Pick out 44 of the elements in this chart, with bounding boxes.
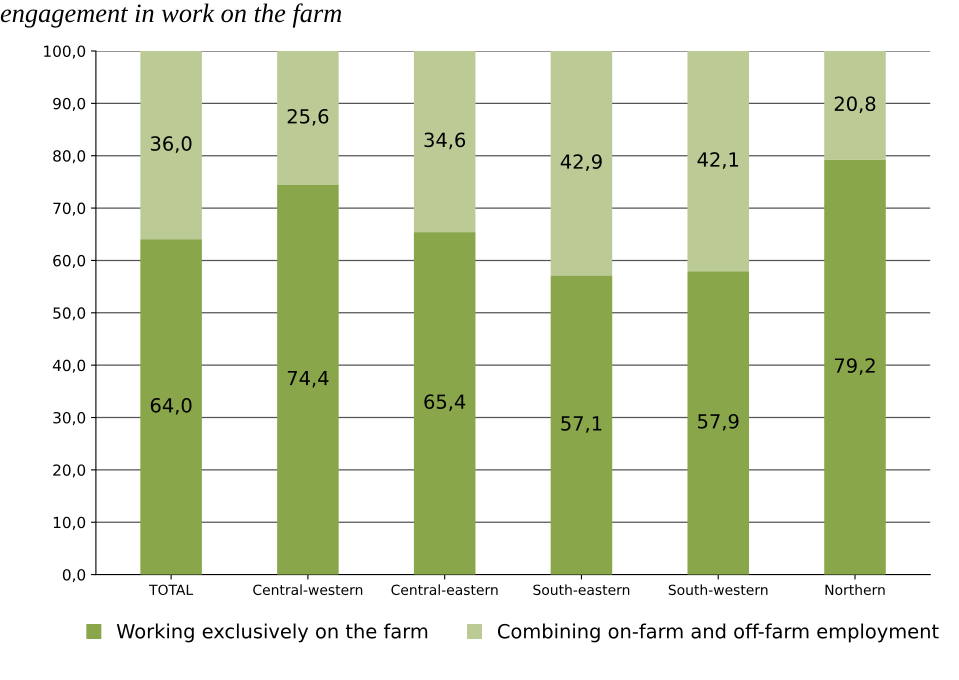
y-tick-label: 20,0: [53, 464, 86, 478]
bar: [687, 271, 750, 575]
bar: [140, 239, 202, 575]
data-label: 42,1: [698, 152, 738, 169]
y-tick-label: 0,0: [62, 569, 86, 582]
y-tick-label: 70,0: [53, 202, 86, 216]
data-label: 65,4: [424, 394, 466, 412]
x-tick-label: Northern: [826, 584, 885, 596]
y-tick-label: 30,0: [53, 412, 86, 426]
x-tick-label: Central-western: [253, 584, 362, 596]
y-tick-label: 40,0: [52, 360, 86, 373]
data-label: 57,9: [698, 414, 739, 431]
bar: [824, 160, 886, 575]
bar: [550, 276, 612, 575]
bar: [277, 185, 339, 575]
data-label: 64,0: [150, 398, 192, 415]
data-label: 74,4: [288, 371, 328, 388]
data-label: 42,9: [560, 154, 602, 171]
legend-label: Combining on-farm and off-farm employment: [498, 624, 939, 642]
x-tick-label: Central-eastern: [391, 584, 498, 596]
bar: [824, 51, 886, 160]
legend-label: Working exclusively on the farm: [116, 624, 428, 642]
bar: [414, 51, 476, 232]
data-label: 79,2: [834, 358, 875, 375]
data-label: 25,6: [288, 108, 328, 126]
bar: [140, 51, 202, 240]
x-tick-label: South-western: [668, 584, 768, 596]
y-tick-label: 10,0: [54, 516, 86, 530]
y-tick-label: 50,0: [53, 307, 86, 320]
data-label: 57,1: [561, 416, 602, 433]
y-tick-label: 100,0: [44, 45, 86, 59]
chart-title: engagement in work on the farm: [0, 3, 342, 28]
bar: [414, 232, 476, 575]
bar: [687, 51, 750, 272]
bar: [550, 51, 612, 276]
data-label: 20,8: [834, 96, 876, 114]
x-tick-label: TOTAL: [149, 584, 194, 596]
data-label: 34,6: [424, 132, 466, 150]
data-label: 36,0: [150, 136, 192, 153]
x-tick-label: South-eastern: [533, 584, 630, 596]
y-tick-label: 80,0: [53, 150, 86, 164]
y-tick-label: 60,0: [53, 254, 86, 268]
y-tick-label: 90,0: [53, 98, 86, 111]
bar: [277, 51, 339, 186]
